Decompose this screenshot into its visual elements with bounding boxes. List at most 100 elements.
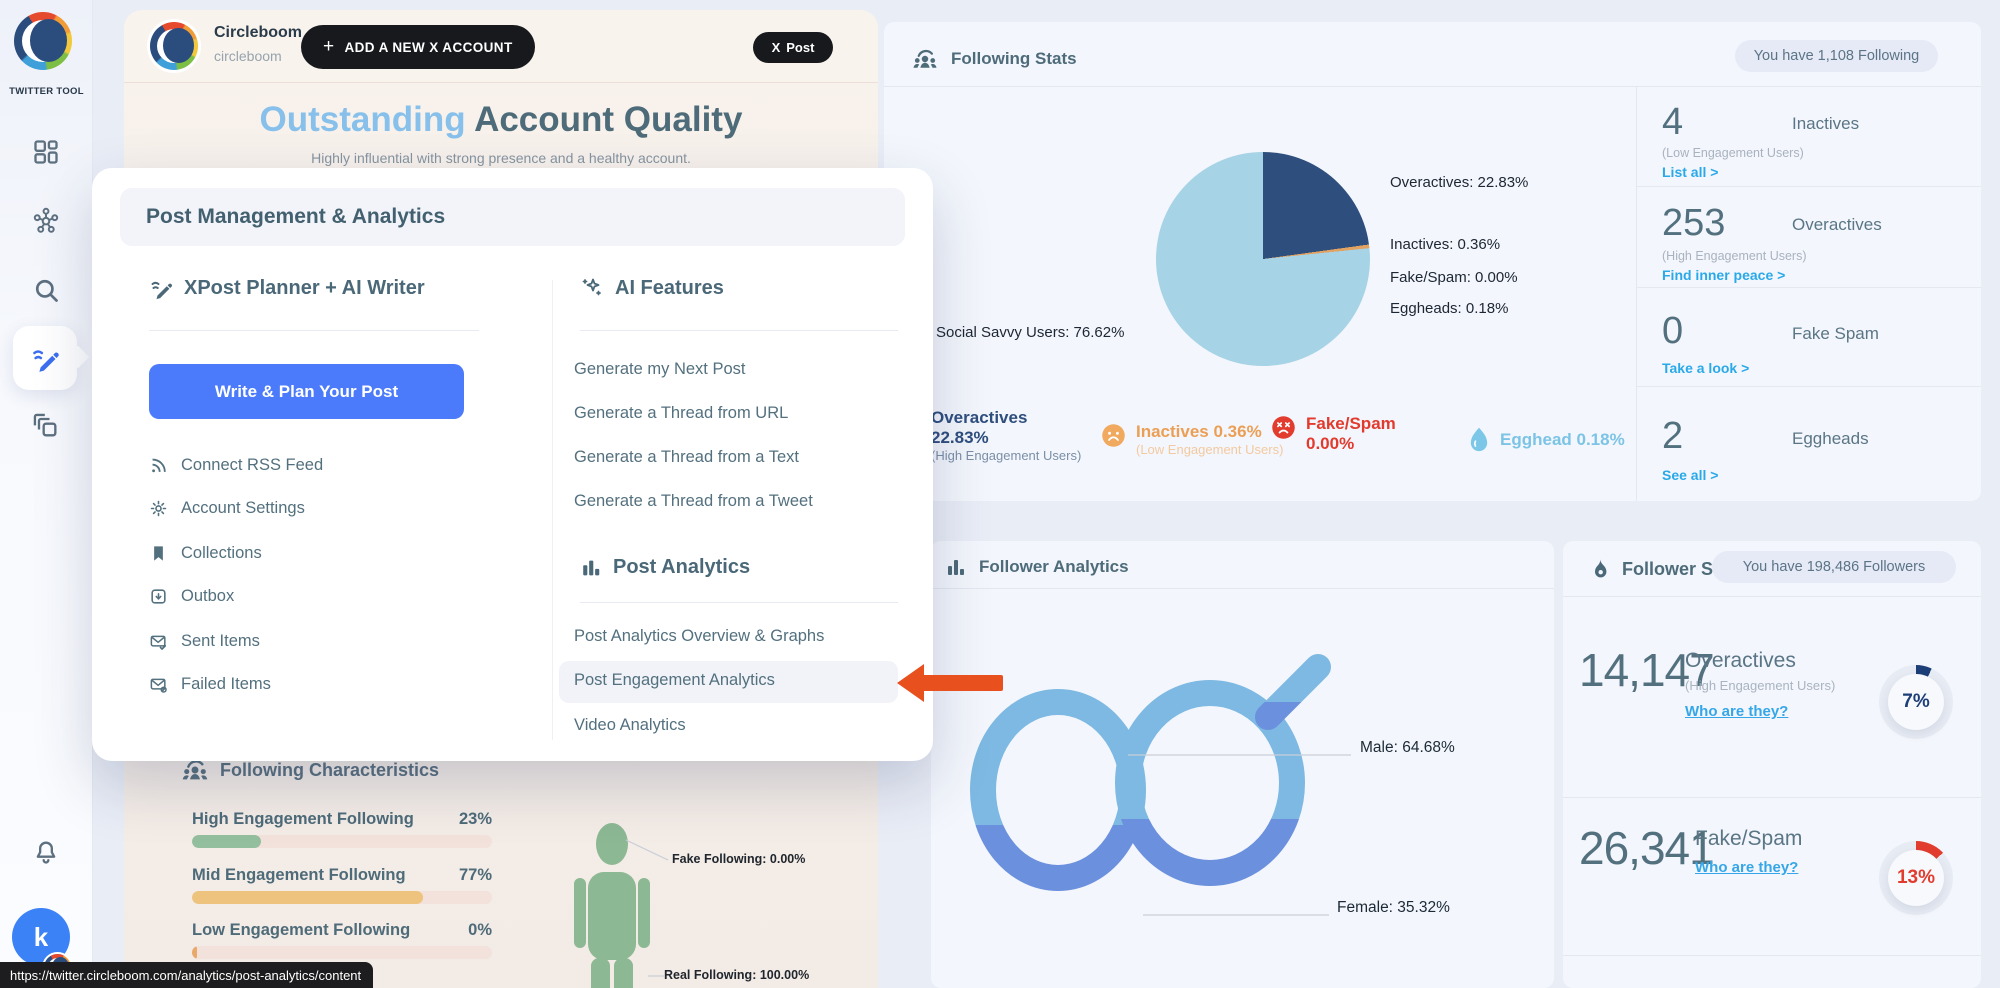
bar-value: 77% <box>458 866 492 884</box>
divider <box>149 330 479 331</box>
following-stats-card: Following Stats You have 1,108 Following… <box>884 22 1981 501</box>
post-management-popup: Post Management & Analytics XPost Planne… <box>92 168 933 761</box>
menu-item-thread-from-tweet[interactable]: Generate a Thread from a Tweet <box>574 492 813 511</box>
menu-item-sent-items[interactable]: Sent Items <box>149 632 260 651</box>
sad-face-icon <box>1102 424 1125 447</box>
legend-egghead-label: Egghead 0.18% <box>1500 430 1625 449</box>
stat-row-overactives: 253 Overactives (High Engagement Users) … <box>1636 186 1981 287</box>
stat-label: Inactives <box>1792 114 1860 133</box>
legend-overactives-label: Overactives <box>931 408 1028 427</box>
bar-track <box>192 891 492 904</box>
pie-label-fake-spam: Fake/Spam: 0.00% <box>1390 269 1518 286</box>
add-account-button[interactable]: + ADD A NEW X ACCOUNT <box>301 25 535 69</box>
take-a-look-link[interactable]: Take a look > <box>1662 360 1750 376</box>
see-all-link[interactable]: See all > <box>1662 467 1719 483</box>
outbox-icon <box>151 589 166 604</box>
dead-face-icon <box>1272 416 1295 439</box>
add-account-label: ADD A NEW X ACCOUNT <box>344 39 513 55</box>
overactives-donut: 7% <box>1879 665 1953 739</box>
person-connector-lines <box>625 839 669 977</box>
menu-item-label: Collections <box>181 544 262 562</box>
divider <box>580 602 898 603</box>
write-plan-post-button[interactable]: Write & Plan Your Post <box>149 364 464 419</box>
menu-item-account-settings[interactable]: Account Settings <box>149 499 305 518</box>
stat-row-inactives: 4 Inactives (Low Engagement Users) List … <box>1636 86 1981 186</box>
ai-features-heading: AI Features <box>580 276 724 300</box>
legend-inactives-sub: (Low Engagement Users) <box>1136 442 1284 457</box>
bar-fill <box>192 835 261 848</box>
gear-icon <box>150 500 167 517</box>
avatar-letter: k <box>33 921 49 952</box>
following-characteristics-header: Following Characteristics <box>179 754 439 786</box>
write-pen-icon <box>151 281 172 300</box>
menu-item-outbox[interactable]: Outbox <box>149 587 234 606</box>
bar-value: 23% <box>458 810 492 828</box>
dashboard-icon[interactable] <box>32 138 62 168</box>
menu-item-video-analytics[interactable]: Video Analytics <box>574 716 686 735</box>
stat-value: 253 <box>1662 202 1726 244</box>
pie-label-social-savvy: Social Savvy Users: 76.62% <box>936 324 1125 341</box>
menu-item-post-analytics-overview[interactable]: Post Analytics Overview & Graphs <box>574 627 824 646</box>
divider <box>884 86 1981 87</box>
bell-icon[interactable] <box>32 838 62 868</box>
legend-fake-spam: Fake/Spam 0.00% <box>1270 414 1396 454</box>
bar-track <box>192 835 492 848</box>
legend-overactives-pct: 22.83% <box>931 428 989 447</box>
donut-pct: 13% <box>1896 867 1936 888</box>
pie-label-eggheads: Eggheads: 0.18% <box>1390 300 1509 317</box>
fake-spam-donut: 13% <box>1879 841 1953 915</box>
follower-analytics-title: Follower Analytics <box>979 557 1129 576</box>
search-icon[interactable] <box>32 276 62 306</box>
menu-item-label: Generate a Thread from URL <box>574 404 789 422</box>
menu-item-generate-next-post[interactable]: Generate my Next Post <box>574 360 746 379</box>
who-are-they-link[interactable]: Who are they? <box>1695 859 1799 876</box>
bookmark-icon <box>154 546 163 561</box>
account-header: Circleboom circleboom + ADD A NEW X ACCO… <box>124 10 878 83</box>
chart-icon <box>948 560 964 575</box>
follower-analytics-header: Follower Analytics <box>944 555 1129 579</box>
menu-item-connect-rss[interactable]: Connect RSS Feed <box>149 456 323 475</box>
write-pen-icon <box>33 350 59 372</box>
plus-icon: + <box>323 36 335 57</box>
circleboom-logo <box>14 12 72 70</box>
gender-infographic <box>970 642 1339 988</box>
account-name: Circleboom <box>214 24 303 41</box>
sidebar-item-publish-active[interactable] <box>13 326 77 390</box>
fake-spam-count: 26,341 <box>1579 822 1715 874</box>
sent-mail-icon <box>150 635 167 650</box>
menu-item-collections[interactable]: Collections <box>149 544 262 563</box>
stat-value: 0 <box>1662 310 1684 352</box>
sidebar: TWITTER TOOL <box>0 0 93 988</box>
menu-item-post-engagement-analytics[interactable]: Post Engagement Analytics <box>574 671 775 690</box>
overactives-label: Overactives <box>1685 649 1796 672</box>
list-all-link[interactable]: List all > <box>1662 164 1719 180</box>
quality-title: Outstanding Account Quality <box>124 100 878 140</box>
pie-label-overactives: Overactives: 22.83% <box>1390 174 1529 191</box>
overactives-count: 14,147 <box>1579 644 1715 696</box>
who-are-they-link[interactable]: Who are they? <box>1685 703 1789 720</box>
quality-title-highlight: Outstanding <box>259 100 466 139</box>
rss-icon <box>152 458 166 473</box>
x-post-button[interactable]: X Post <box>753 32 833 63</box>
find-inner-peace-link[interactable]: Find inner peace > <box>1662 267 1786 283</box>
donut-pct: 7% <box>1902 691 1930 712</box>
divider <box>931 588 1554 589</box>
bar-value: 0% <box>468 921 492 939</box>
follower-stats-card: Follower St You have 198,486 Followers 1… <box>1563 541 1981 988</box>
menu-item-label: Generate a Thread from a Text <box>574 448 800 466</box>
menu-item-label: Post Analytics Overview & Graphs <box>574 627 825 645</box>
stat-value: 4 <box>1662 101 1684 143</box>
menu-item-label: Outbox <box>181 587 235 605</box>
copies-icon[interactable] <box>32 412 62 442</box>
followers-count-badge: You have 198,486 Followers <box>1712 551 1956 583</box>
ai-features-heading-label: AI Features <box>615 276 724 299</box>
stat-value: 2 <box>1662 415 1684 457</box>
overactives-sub: (High Engagement Users) <box>1685 678 1836 693</box>
post-analytics-heading: Post Analytics <box>580 556 750 579</box>
network-icon[interactable] <box>32 206 62 236</box>
menu-item-thread-from-text[interactable]: Generate a Thread from a Text <box>574 448 799 467</box>
menu-item-failed-items[interactable]: Failed Items <box>149 675 271 694</box>
bar-label: High Engagement Following <box>192 810 414 828</box>
menu-item-thread-from-url[interactable]: Generate a Thread from URL <box>574 404 788 423</box>
bar-label: Low Engagement Following <box>192 921 411 939</box>
